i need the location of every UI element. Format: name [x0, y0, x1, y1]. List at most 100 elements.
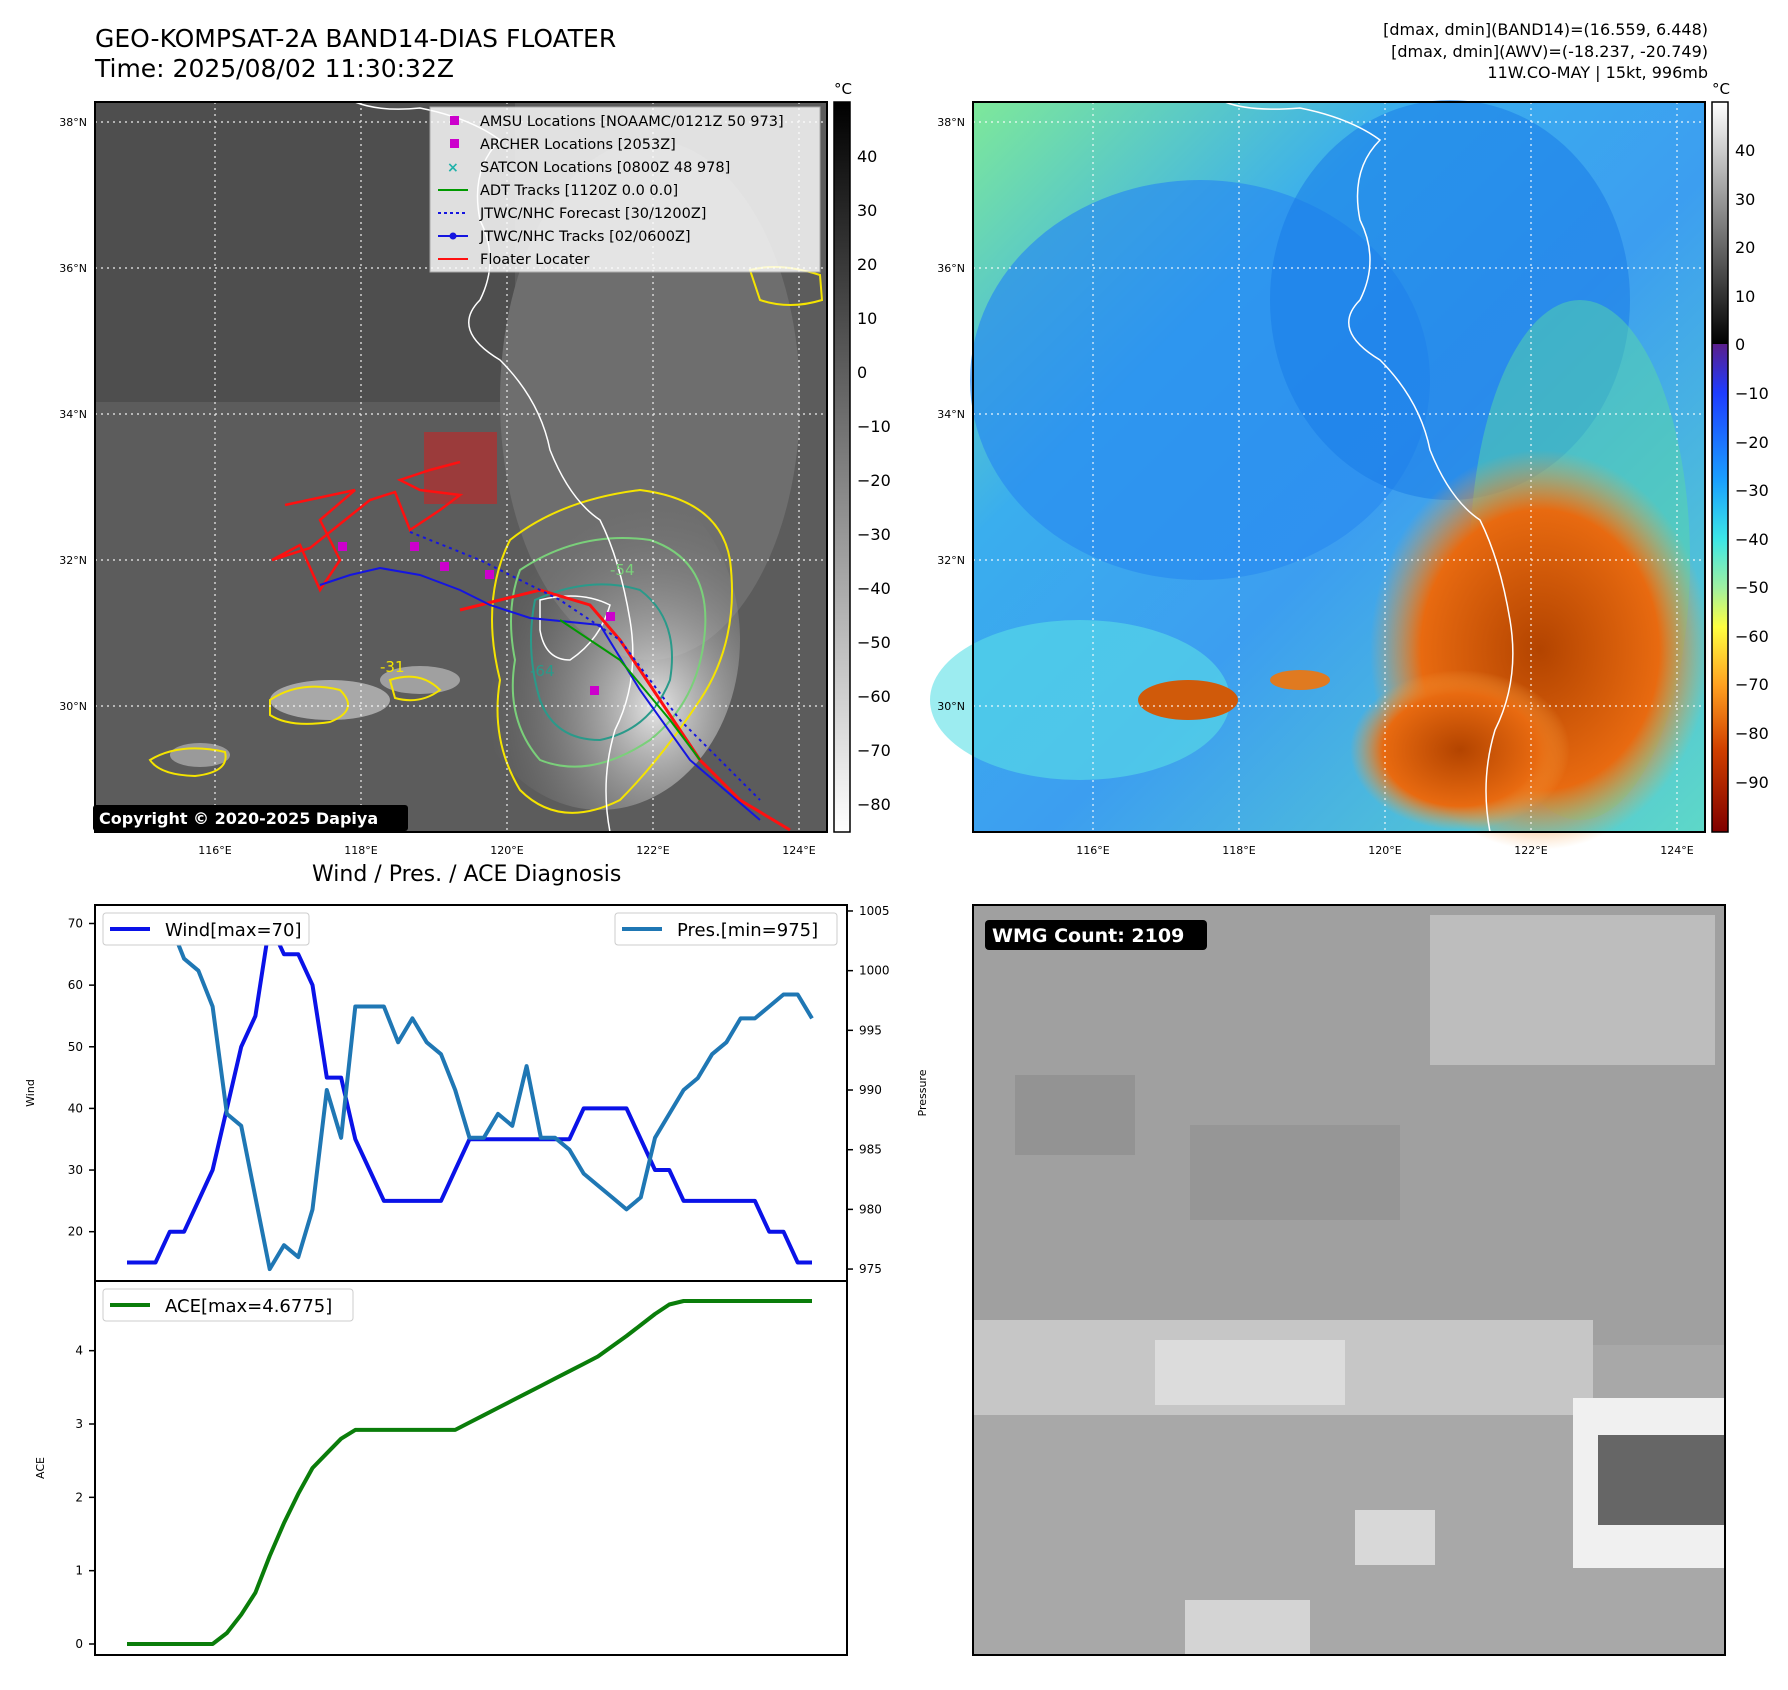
satcon-legend-icon: ×	[447, 160, 459, 176]
tick-label: 1000	[859, 964, 890, 978]
lon-label: 118°E	[344, 844, 377, 857]
legend-floater: Floater Locater	[480, 252, 589, 268]
pressure-legend: Pres.[min=975]	[677, 920, 818, 941]
lat-label: 38°N	[937, 116, 965, 129]
legend-archer: ARCHER Locations [2053Z]	[480, 137, 676, 153]
chart-title: GEO-KOMPSAT-2A BAND14-DIAS FLOATER	[95, 24, 617, 53]
wv-colorbar-tick: −50	[1735, 578, 1769, 597]
wv-map-gridlines	[973, 102, 1705, 832]
jtwc-track	[319, 566, 761, 821]
legend-tracks: JTWC/NHC Tracks [02/0600Z]	[479, 229, 691, 245]
ir-colorbar-tick: −30	[857, 525, 891, 544]
wv-colorbar-tick: −30	[1735, 481, 1769, 500]
wv-colorbar-top	[1712, 102, 1728, 344]
wv-colorbar-tick: −40	[1735, 530, 1769, 549]
ace-line	[127, 1299, 812, 1646]
wmg-bright-patch	[1355, 1510, 1435, 1565]
ir-colorbar: °C 40 30 20 10 0 −10 −20 −30 −40 −50 −60…	[833, 80, 891, 833]
wmg-eye	[1598, 1435, 1725, 1525]
pressure-y-axis: 1005 1000 995 990 985 980 975	[847, 904, 890, 1276]
ir-map: × AMSU Locations [NOAAMC/0121Z 50 973] A…	[59, 101, 828, 857]
archer-location-marker	[410, 542, 419, 551]
tick-label: 1005	[859, 904, 890, 918]
contour-minus-64	[530, 583, 673, 742]
pressure-line	[127, 920, 814, 1272]
tick-label: 2	[75, 1490, 83, 1504]
ir-colorbar-tick: −20	[857, 471, 891, 490]
track-legend-dot-icon	[449, 232, 457, 240]
wmg-bright-band	[1155, 1340, 1345, 1405]
wind-legend: Wind[max=70]	[165, 920, 302, 941]
wv-colorbar-tick: 30	[1735, 190, 1755, 209]
amsu-location-marker	[606, 612, 615, 621]
lat-label: 32°N	[937, 554, 965, 567]
lat-label: 30°N	[59, 700, 87, 713]
wmg-count-box	[985, 920, 1207, 950]
archer-legend-icon	[450, 139, 459, 148]
legend-forecast: JTWC/NHC Forecast [30/1200Z]	[479, 206, 706, 222]
legend-amsu: AMSU Locations [NOAAMC/0121Z 50 973]	[480, 114, 784, 130]
ir-map-cloud-patch	[170, 743, 230, 767]
wmg-frame	[972, 904, 1726, 1656]
wmg-dark-patch	[1190, 1125, 1400, 1220]
ir-colorbar-tick: −70	[857, 741, 891, 760]
ir-map-cloud-patch	[270, 680, 390, 720]
lon-label: 116°E	[198, 844, 231, 857]
ir-map-cloud-patch	[380, 666, 460, 694]
pressure-legend-box	[614, 912, 838, 946]
contour-minus-31	[148, 747, 227, 778]
copyright-box	[93, 805, 408, 831]
ir-colorbar-bar	[833, 101, 851, 833]
diagnosis-title: Wind / Pres. / ACE Diagnosis	[312, 862, 622, 887]
wv-colorbar-tick: 0	[1735, 335, 1745, 354]
info-band14: [dmax, dmin](BAND14)=(16.559, 6.448)	[1383, 20, 1708, 39]
wv-colorbar-tick: −80	[1735, 724, 1769, 743]
wmg-panel: WMG Count: 2109	[972, 904, 1726, 1656]
ace-axes	[94, 1280, 848, 1656]
ir-colorbar-tick: −40	[857, 579, 891, 598]
wind-y-axis: 70 60 50 40 30 20	[68, 916, 95, 1239]
wv-colorbar-tick: −60	[1735, 627, 1769, 646]
lon-label: 122°E	[636, 844, 669, 857]
ir-colorbar-tick: −80	[857, 795, 891, 814]
ir-colorbar-tick: 0	[857, 363, 867, 382]
ir-colorbar-tick: 10	[857, 309, 877, 328]
adt-track	[559, 619, 701, 761]
lat-label: 34°N	[937, 408, 965, 421]
lat-label: 34°N	[59, 408, 87, 421]
wv-colorbar-tick: 20	[1735, 238, 1755, 257]
lat-label: 38°N	[59, 116, 87, 129]
lon-label: 120°E	[490, 844, 523, 857]
wv-map-frame	[972, 101, 1706, 833]
wv-storm-patch	[1138, 680, 1238, 720]
lon-label: 118°E	[1222, 844, 1255, 857]
wv-storm-patch	[1270, 670, 1330, 690]
contour-minus-54	[510, 537, 707, 768]
ace-y-axis: 4 3 2 1 0	[75, 1344, 95, 1651]
tick-label: 3	[75, 1417, 83, 1431]
coastline	[1224, 101, 1514, 833]
wmg-bright-patch	[1185, 1600, 1310, 1655]
lon-label: 124°E	[1660, 844, 1693, 857]
wv-colorbar-bottom	[1712, 344, 1728, 832]
lon-label: 116°E	[1076, 844, 1109, 857]
contour-label: -54	[610, 561, 635, 579]
ace-legend-box	[102, 1288, 354, 1322]
legend-adt: ADT Tracks [1120Z 0.0 0.0]	[480, 183, 678, 199]
wv-map: 38°N 36°N 34°N 32°N 30°N 116°E 118°E 120…	[930, 100, 1710, 857]
tick-label: 20	[68, 1225, 83, 1239]
wind-axis-label: Wind	[24, 1079, 37, 1107]
wv-colorbar-tick: −10	[1735, 384, 1769, 403]
contour-label: -31	[380, 658, 405, 676]
contour-minus-31	[269, 685, 349, 725]
wv-colorbar-frame	[1711, 101, 1729, 833]
wv-colorbar-tick: 10	[1735, 287, 1755, 306]
lat-label: 36°N	[59, 262, 87, 275]
ace-legend: ACE[max=4.6775]	[165, 1296, 332, 1317]
ir-colorbar-tick: −50	[857, 633, 891, 652]
contour-label: -64	[530, 662, 555, 680]
info-storm: 11W.CO-MAY | 15kt, 996mb	[1487, 63, 1708, 82]
wv-colorbar: °C 40 30 20 10 0 −10 −20 −30 −40 −50 −60…	[1711, 80, 1769, 833]
wind-legend-box	[102, 912, 310, 946]
